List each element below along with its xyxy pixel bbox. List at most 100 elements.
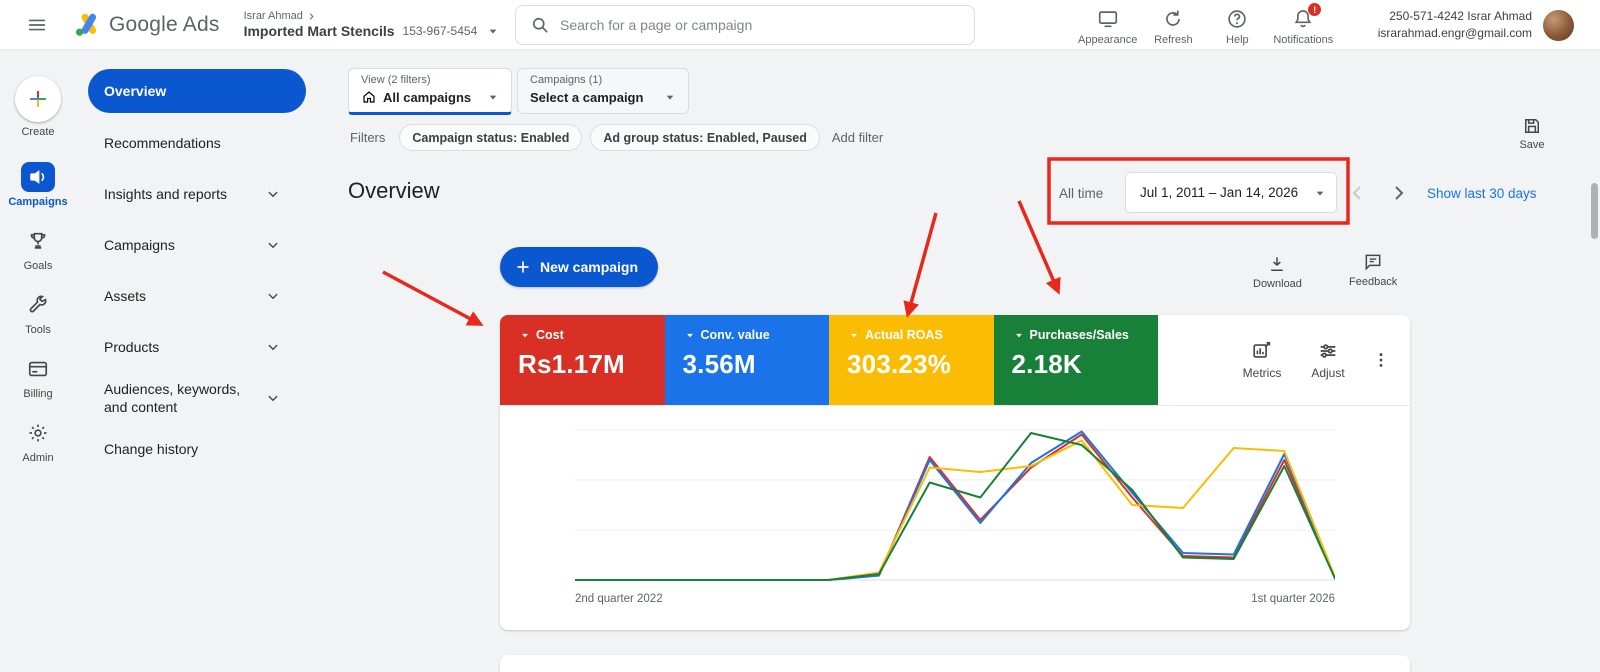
navigation-rail: Create Campaigns Goals Tools Billing Admin [0, 50, 76, 672]
adjust-button[interactable]: Adjust [1300, 340, 1356, 380]
rail-label: Create [21, 126, 54, 138]
google-ads-app: Google Ads Israr Ahmad Imported Mart Ste… [0, 0, 1600, 672]
caret-down-icon [518, 328, 532, 342]
add-filter-button[interactable]: Add filter [832, 130, 883, 145]
search-input[interactable] [560, 17, 960, 33]
action-label: Appearance [1078, 34, 1137, 46]
rail-item-tools[interactable]: Tools [21, 290, 55, 336]
filter-chip-campaign-status-enabled[interactable]: Campaign status: Enabled [399, 124, 582, 151]
notification-badge: ! [1308, 3, 1321, 16]
appearance-button[interactable]: Appearance [1078, 3, 1137, 46]
global-search[interactable] [515, 5, 975, 45]
rail-item-create[interactable]: Create [15, 76, 61, 138]
chevron-down-icon [264, 236, 282, 254]
scorecard-label: Actual ROAS [865, 328, 943, 342]
metrics-label: Metrics [1243, 366, 1282, 380]
view-filter-value: All campaigns [383, 90, 471, 105]
action-label: Refresh [1154, 34, 1193, 46]
create-plus-icon [15, 76, 61, 122]
sidebar-item-label: Insights and reports [104, 185, 227, 203]
filter-chip-ad-group-status-enabled-paused[interactable]: Ad group status: Enabled, Paused [590, 124, 820, 151]
scorecard-label: Cost [536, 328, 564, 342]
refresh-button[interactable]: Refresh [1145, 3, 1201, 46]
account-name: Imported Mart Stencils [244, 23, 395, 39]
x-axis-end-label: 1st quarter 2026 [1251, 593, 1335, 605]
previous-period-button[interactable] [1345, 181, 1369, 205]
rail-item-goals[interactable]: Goals [21, 226, 55, 272]
refresh-icon [1162, 8, 1184, 30]
new-campaign-button[interactable]: New campaign [500, 247, 658, 287]
side-navigation: Overview Recommendations Insights and repo… [76, 50, 316, 672]
profile-account: 250-571-4242 Israr Ahmad [1378, 8, 1532, 25]
account-id: 153-967-5454 [403, 24, 478, 38]
metrics-button[interactable]: Metrics [1234, 340, 1290, 380]
scorecard-strip: CostRs1.17MConv. value3.56M Actual ROAS 30… [500, 315, 1410, 406]
profile-email: israrahmad.engr@gmail.com [1378, 25, 1532, 42]
next-period-button[interactable] [1387, 181, 1411, 205]
vertical-scrollbar[interactable] [1591, 183, 1598, 239]
help-button[interactable]: Help [1209, 3, 1265, 46]
avatar[interactable] [1543, 10, 1574, 41]
rail-item-billing[interactable]: Billing [21, 354, 55, 400]
rail-label: Tools [25, 324, 51, 336]
notifications-button[interactable]: !Notifications [1273, 3, 1333, 46]
series-purchases-sales [575, 433, 1335, 580]
help-icon [1226, 8, 1248, 30]
more-options-button[interactable] [1366, 345, 1396, 375]
chevron-down-icon [264, 389, 282, 407]
rail-item-admin[interactable]: Admin [21, 418, 55, 464]
save-label: Save [1519, 139, 1544, 151]
rail-item-campaigns[interactable]: Campaigns [8, 162, 67, 208]
line-chart [575, 420, 1335, 590]
breadcrumb-user[interactable]: Israr Ahmad [244, 10, 303, 22]
save-button[interactable]: Save [1508, 116, 1556, 151]
view-caret-icon [485, 89, 501, 105]
view-filter-label: View (2 filters) [361, 74, 501, 86]
sidebar-item-assets[interactable]: Assets [76, 270, 316, 321]
campaign-select-dropdown[interactable]: Campaigns (1) Select a campaign [517, 68, 689, 114]
search-icon [530, 15, 550, 35]
view-filter-dropdown[interactable]: View (2 filters) All campaigns [348, 68, 512, 115]
date-range-picker[interactable]: Jul 1, 2011 – Jan 14, 2026 [1125, 172, 1337, 213]
scorecard-conv-value[interactable]: Conv. value3.56M [665, 315, 830, 405]
sidebar-item-label: Assets [104, 287, 146, 305]
feedback-button[interactable]: Feedback [1349, 252, 1397, 288]
sidebar-item-campaigns[interactable]: Campaigns [76, 219, 316, 270]
scorecards: CostRs1.17MConv. value3.56M Actual ROAS 30… [500, 315, 1158, 405]
sidebar-item-products[interactable]: Products [76, 321, 316, 372]
download-label: Download [1253, 278, 1302, 290]
scorecard-actual-roas[interactable]: Actual ROAS 303.23% [829, 315, 994, 405]
campaigns-icon [21, 162, 55, 192]
home-icon [361, 89, 377, 105]
show-last-30-days-link[interactable]: Show last 30 days [1427, 186, 1537, 201]
next-section-card [500, 655, 1410, 672]
google-ads-logo[interactable]: Google Ads [74, 11, 220, 39]
main-content: View (2 filters) All campaigns Campaigns… [316, 50, 1600, 672]
sidebar-item-label: Recommendations [104, 134, 221, 152]
sidebar-item-overview[interactable]: Overview [88, 69, 306, 113]
account-switcher[interactable]: Israr Ahmad Imported Mart Stencils 153-9… [244, 10, 502, 39]
sidebar-item-change-history[interactable]: Change history [76, 423, 316, 474]
rail-label: Campaigns [8, 196, 67, 208]
sidebar-item-label: Change history [104, 440, 198, 458]
sidebar-item-label: Campaigns [104, 236, 175, 254]
caret-down-icon [1012, 328, 1026, 342]
google-ads-logo-icon [74, 11, 102, 39]
date-range-value: Jul 1, 2011 – Jan 14, 2026 [1140, 185, 1304, 200]
sidebar-item-audiences-keywords-and-content[interactable]: Audiences, keywords, and content [76, 372, 316, 423]
caret-down-icon [683, 328, 697, 342]
scorecard-purchases-sales[interactable]: Purchases/Sales2.18K [994, 315, 1159, 405]
download-button[interactable]: Download [1253, 254, 1302, 290]
sidebar-item-recommendations[interactable]: Recommendations [76, 117, 316, 168]
main-menu-button[interactable] [26, 14, 48, 36]
scorecard-cost[interactable]: CostRs1.17M [500, 315, 665, 405]
notifications-icon: ! [1292, 8, 1314, 30]
chevron-right-icon [1387, 181, 1411, 205]
sidebar-item-label: Overview [104, 82, 166, 100]
campaign-select-value: Select a campaign [530, 90, 643, 105]
billing-icon [21, 354, 55, 384]
scorecard-value: 303.23% [847, 349, 994, 380]
campaign-select-label: Campaigns (1) [530, 74, 678, 86]
appearance-icon [1097, 8, 1119, 30]
sidebar-item-insights-and-reports[interactable]: Insights and reports [76, 168, 316, 219]
